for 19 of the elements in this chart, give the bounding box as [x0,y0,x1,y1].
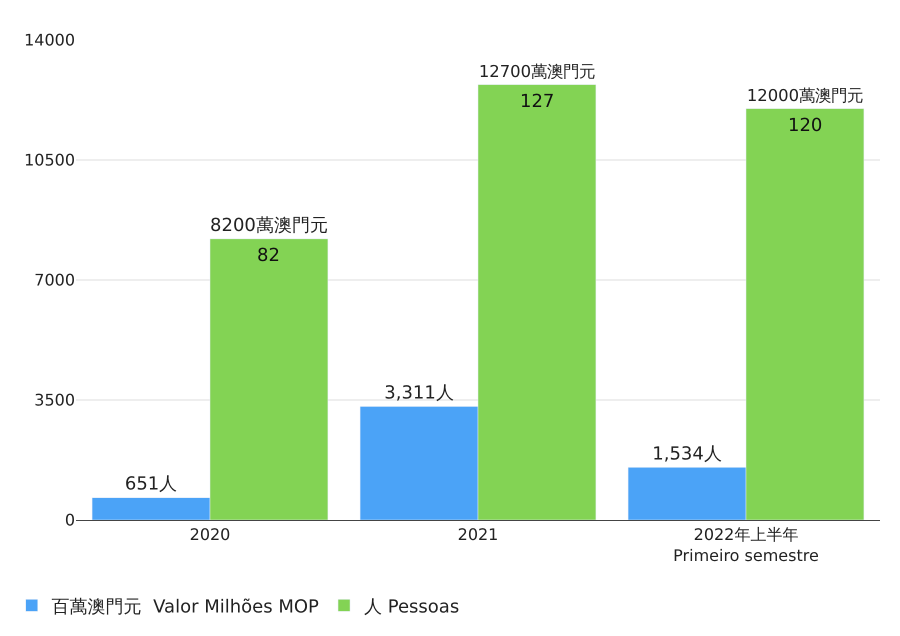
data-label: 12000萬澳門元 [746,86,864,106]
y-tick-label: 0 [64,510,75,530]
legend-label: 人 Pessoas [364,596,460,618]
y-tick-label: 3500 [34,390,75,410]
y-tick-label: 10500 [24,150,75,170]
y-tick-label: 14000 [24,30,75,50]
data-label: 8200萬澳門元 [210,214,328,236]
y-tick-label: 7000 [34,270,75,290]
annotation: 120 [788,115,822,136]
data-label: 12700萬澳門元 [478,62,596,82]
annotation: 82 [257,245,280,266]
annotation: 127 [520,91,554,112]
data-label: 3,311人 [384,382,454,404]
x-tick-label: 2020 [190,525,230,544]
data-label: 1,534人 [652,443,722,464]
legend-label: 百萬澳門元 Valor Milhões MOP [52,596,320,618]
x-tick-label: 2021 [458,525,498,544]
data-label: 651人 [124,474,178,495]
x-tick-label: 2022年上半年 Primeiro semestre [673,525,819,565]
